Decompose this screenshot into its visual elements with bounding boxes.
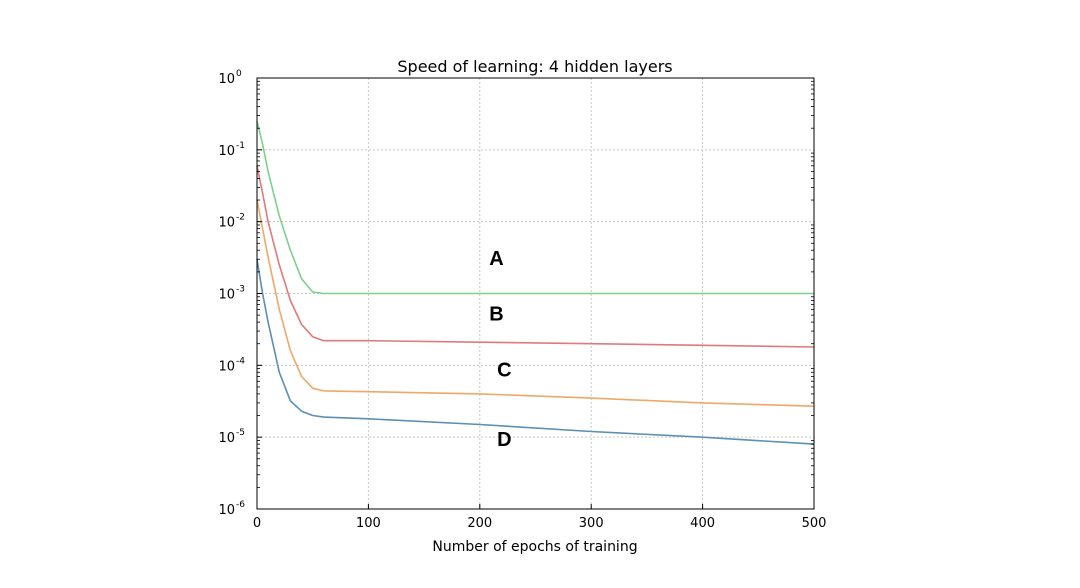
y-tick-base: 10 [218, 431, 235, 446]
y-tick-base: 10 [218, 144, 235, 159]
y-tick-label: 10 -6 [218, 500, 245, 518]
y-tick-exponent: -6 [236, 500, 245, 510]
y-tick-label: 10 -5 [218, 428, 245, 446]
x-axis-label: Number of epochs of training [432, 539, 637, 555]
series-line-4 [256, 259, 815, 445]
y-tick-base: 10 [218, 288, 235, 303]
y-tick-exponent: -1 [236, 141, 245, 151]
annotation-label: A [489, 248, 503, 270]
annotation-label: B [489, 304, 503, 326]
x-tick-label: 0 [253, 516, 261, 531]
chart-title: Speed of learning: 4 hidden layers [397, 57, 672, 76]
annotations: A B C D [489, 248, 511, 451]
y-tick-exponent: -5 [236, 428, 245, 438]
y-tick-label: 10 -4 [218, 356, 245, 374]
annotation-label: C [497, 359, 511, 381]
y-tick-label: 10 -2 [218, 213, 245, 231]
y-tick-exponent: -4 [236, 356, 245, 366]
x-tick-label: 200 [467, 516, 492, 531]
y-tick-label: 10 0 [218, 69, 242, 87]
y-tick-exponent: 0 [236, 69, 242, 79]
y-tick-base: 10 [218, 503, 235, 518]
series-line-1 [256, 121, 814, 295]
x-tick-label: 500 [802, 516, 827, 531]
series-line-2 [256, 165, 815, 348]
y-tick-label: 10 -1 [218, 141, 245, 159]
y-tick-exponent: -2 [236, 213, 245, 223]
y-tick-exponent: -3 [236, 285, 245, 295]
x-tick-label: 400 [690, 516, 715, 531]
x-tick-label: 300 [579, 516, 604, 531]
y-tick-base: 10 [218, 72, 235, 87]
series-lines [256, 121, 815, 445]
series-line-3 [256, 199, 815, 407]
y-tick-base: 10 [218, 359, 235, 374]
x-axis-ticks: 0 100 200 300 400 500 [253, 504, 827, 531]
x-tick-label: 100 [356, 516, 381, 531]
annotation-label: D [497, 429, 511, 451]
y-tick-label: 10 -3 [218, 285, 245, 303]
y-tick-base: 10 [218, 216, 235, 231]
